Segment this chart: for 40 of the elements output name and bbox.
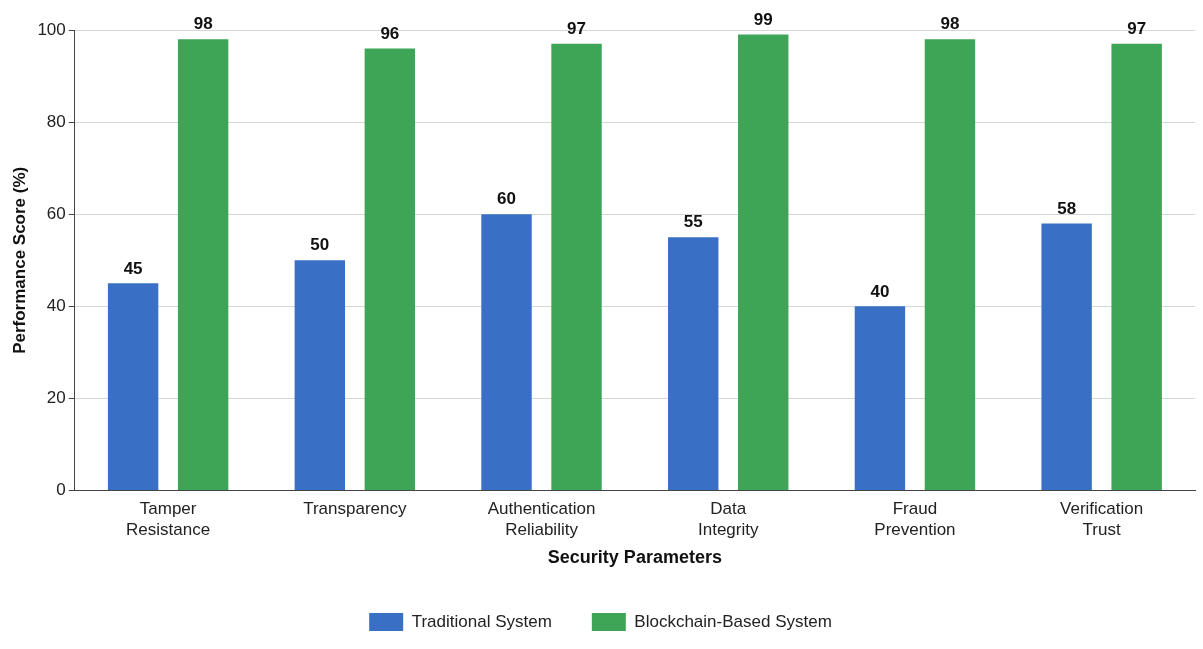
data-label: 97 <box>567 19 586 39</box>
data-label: 58 <box>1057 198 1077 218</box>
data-label: 55 <box>683 212 703 232</box>
x-tick-label: Data Integrity <box>697 499 759 539</box>
legend-label: Blockchain-Based System <box>634 611 832 631</box>
x-tick-label: Authentication Reliability <box>487 499 596 539</box>
data-label: 96 <box>380 23 400 43</box>
bar <box>1041 223 1092 491</box>
data-label: 98 <box>193 14 213 34</box>
data-label: 45 <box>123 258 143 278</box>
y-tick-label: 20 <box>46 388 66 408</box>
data-label: 97 <box>1127 19 1147 39</box>
data-label: 50 <box>310 235 330 255</box>
bar <box>107 283 159 491</box>
y-tick-label: 100 <box>37 19 66 39</box>
bar <box>364 48 416 491</box>
y-axis-title: Performance Score (%) <box>9 166 29 354</box>
bar <box>668 237 719 491</box>
bar <box>924 39 976 491</box>
data-label: 99 <box>753 9 773 29</box>
x-tick-label: Transparency <box>303 499 407 519</box>
y-tick-label: 40 <box>46 296 66 316</box>
x-axis-title: Security Parameters <box>547 547 722 568</box>
data-label: 60 <box>497 189 516 209</box>
data-label: 40 <box>870 281 890 301</box>
x-tick-label: Fraud Prevention <box>874 499 956 539</box>
bar <box>551 43 602 491</box>
data-label: 98 <box>940 14 960 34</box>
bar <box>1111 43 1162 491</box>
y-tick-label: 80 <box>46 111 66 131</box>
bar <box>177 39 229 491</box>
x-tick-label: Verification Trust <box>1060 499 1144 539</box>
bar <box>854 306 906 491</box>
bar <box>481 214 532 491</box>
y-tick-label: 0 <box>56 480 66 500</box>
x-tick-label: Tamper Resistance <box>126 499 211 539</box>
bar <box>294 260 346 491</box>
legend-label: Traditional System <box>411 611 552 631</box>
y-tick-label: 60 <box>46 203 66 223</box>
bar <box>738 34 789 491</box>
